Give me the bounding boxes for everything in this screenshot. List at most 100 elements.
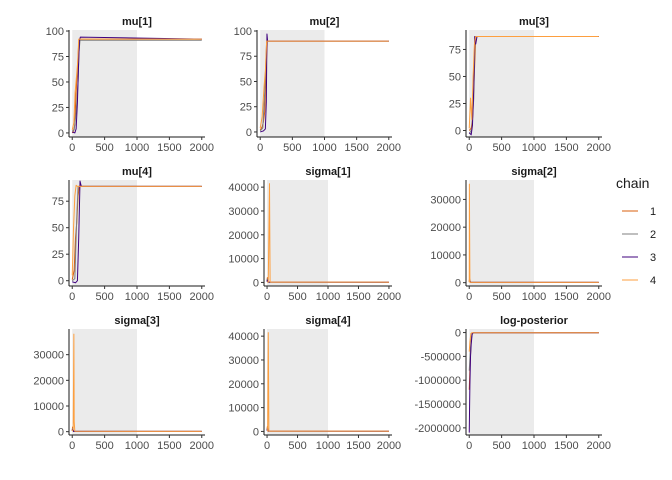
panel-title: sigma[2] bbox=[511, 166, 557, 178]
warmup-shading bbox=[267, 180, 328, 286]
x-tick-label: 0 bbox=[264, 440, 270, 452]
y-tick-label: 25 bbox=[449, 98, 461, 110]
x-tick-label: 2000 bbox=[190, 142, 214, 154]
trace-chain-3 bbox=[468, 35, 599, 136]
y-tick-label: 40000 bbox=[228, 182, 259, 194]
panel-2: mu[2] 0 500 1000 1500 2000 0 25 50 75 100 bbox=[234, 16, 401, 154]
y-tick-label: 0 bbox=[455, 328, 461, 340]
warmup-shading bbox=[469, 180, 534, 286]
x-tick-label: 1500 bbox=[157, 291, 181, 303]
x-tick-label: 1500 bbox=[157, 142, 181, 154]
warmup-shading bbox=[469, 30, 534, 137]
panel-title: mu[4] bbox=[122, 166, 152, 178]
x-tick-label: 1000 bbox=[522, 291, 546, 303]
y-tick-label: 0 bbox=[455, 126, 461, 138]
trace-chain-4 bbox=[259, 40, 389, 129]
x-tick-label: 500 bbox=[283, 142, 301, 154]
trace-chain-4 bbox=[468, 332, 599, 352]
panel-3: mu[3] 0 500 1000 1500 2000 0 25 50 75 bbox=[449, 16, 611, 154]
x-tick-label: 500 bbox=[492, 440, 510, 452]
panel-5: sigma[1]0 500 1000 1500 20000100002000030000… bbox=[228, 166, 401, 303]
x-tick-label: 0 bbox=[264, 291, 270, 303]
panel-4: mu[4] 0 500 1000 1500 2000 0 25 50 75 bbox=[52, 166, 214, 303]
x-tick-label: 2000 bbox=[190, 440, 214, 452]
x-tick-label: 1000 bbox=[125, 142, 149, 154]
x-tick-label: 500 bbox=[95, 142, 113, 154]
warmup-shading bbox=[72, 180, 137, 286]
trace-chain-4 bbox=[266, 183, 389, 283]
y-tick-label: 0 bbox=[246, 127, 252, 139]
x-tick-label: 2000 bbox=[377, 291, 401, 303]
y-tick-label: 0 bbox=[58, 427, 64, 439]
y-tick-label: 50 bbox=[449, 71, 461, 83]
y-tick-label: 50 bbox=[52, 223, 64, 235]
panel-title: mu[2] bbox=[310, 16, 340, 28]
warmup-shading bbox=[260, 30, 325, 137]
x-tick-label: 1000 bbox=[125, 440, 149, 452]
x-tick-label: 2000 bbox=[377, 142, 401, 154]
legend-entry-2: 2 bbox=[622, 229, 656, 241]
x-tick-label: 1000 bbox=[316, 291, 340, 303]
trace-chain-3 bbox=[72, 36, 202, 134]
x-tick-label: 1500 bbox=[554, 142, 578, 154]
y-tick-label: 10000 bbox=[33, 401, 64, 413]
y-tick-label: 0 bbox=[253, 277, 259, 289]
trace-chain-4 bbox=[71, 184, 202, 276]
x-tick-label: 0 bbox=[466, 142, 472, 154]
legend: chain 1 2 3 4 bbox=[616, 175, 656, 287]
x-tick-label: 500 bbox=[95, 440, 113, 452]
y-tick-label: 50 bbox=[52, 77, 64, 89]
y-tick-label: 30000 bbox=[228, 355, 259, 367]
y-tick-label: 25 bbox=[52, 249, 64, 261]
panel-title: sigma[4] bbox=[305, 315, 351, 327]
y-tick-label: -1000000 bbox=[415, 375, 462, 387]
trace-chain-4 bbox=[468, 35, 599, 129]
y-tick-label: 75 bbox=[240, 51, 252, 63]
x-tick-label: 500 bbox=[492, 291, 510, 303]
legend-entry-1: 1 bbox=[622, 206, 656, 218]
y-tick-label: 20000 bbox=[228, 230, 259, 242]
x-tick-label: 0 bbox=[466, 440, 472, 452]
y-tick-label: 20000 bbox=[430, 222, 461, 234]
x-tick-label: 500 bbox=[95, 291, 113, 303]
x-tick-label: 1000 bbox=[522, 440, 546, 452]
y-tick-label: 50 bbox=[240, 76, 252, 88]
warmup-shading bbox=[72, 30, 137, 137]
y-tick-label: 40000 bbox=[228, 331, 259, 343]
x-tick-label: 1500 bbox=[157, 440, 181, 452]
legend-entry-3: 3 bbox=[622, 252, 656, 264]
panel-title: sigma[1] bbox=[305, 166, 351, 178]
panel-title: sigma[3] bbox=[114, 315, 160, 327]
y-tick-label: 10000 bbox=[228, 254, 259, 266]
x-tick-label: 500 bbox=[492, 142, 510, 154]
x-tick-label: 2000 bbox=[587, 142, 611, 154]
y-tick-label: -2000000 bbox=[415, 423, 462, 435]
x-tick-label: 2000 bbox=[377, 440, 401, 452]
y-tick-label: 10000 bbox=[430, 250, 461, 262]
legend-title: chain bbox=[616, 175, 649, 191]
y-tick-label: 10000 bbox=[228, 403, 259, 415]
panel-9: log-posterior 0 500 1000 1500 2000 0 -500000 -10… bbox=[415, 315, 612, 452]
panel-title: mu[1] bbox=[122, 16, 152, 28]
y-tick-label: 75 bbox=[52, 51, 64, 63]
warmup-shading bbox=[72, 329, 137, 435]
panel-8: sigma[4]0 500 1000 1500 20000100002000030000… bbox=[228, 315, 401, 452]
y-tick-label: 100 bbox=[234, 26, 252, 38]
x-tick-label: 2000 bbox=[190, 291, 214, 303]
y-tick-label: 0 bbox=[253, 426, 259, 438]
x-tick-label: 0 bbox=[257, 142, 263, 154]
y-tick-label: -500000 bbox=[421, 351, 461, 363]
x-tick-label: 500 bbox=[288, 291, 306, 303]
x-tick-label: 0 bbox=[69, 142, 75, 154]
panel-title: mu[3] bbox=[519, 16, 549, 28]
x-tick-label: 1000 bbox=[125, 291, 149, 303]
y-tick-label: 0 bbox=[455, 278, 461, 290]
legend-label: 3 bbox=[650, 252, 656, 264]
x-tick-label: 1500 bbox=[346, 291, 370, 303]
panel-1: mu[1] 0 500 1000 1500 2000 0 25 50 75 100 bbox=[46, 16, 214, 154]
y-tick-label: 30000 bbox=[430, 194, 461, 206]
y-tick-label: 0 bbox=[58, 276, 64, 288]
y-tick-label: 25 bbox=[240, 102, 252, 114]
